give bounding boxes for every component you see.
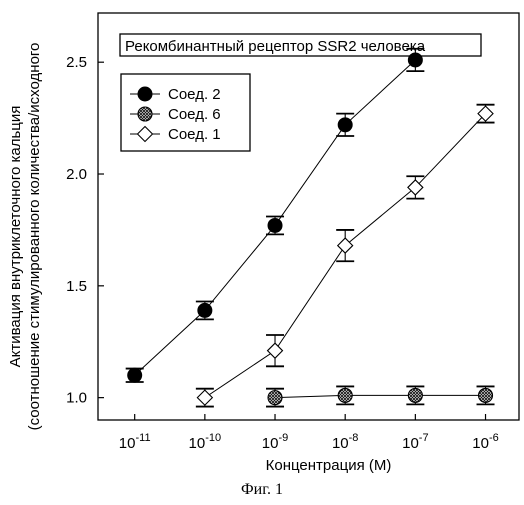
data-point-0-2: [268, 218, 282, 232]
data-point-2-2: [338, 238, 353, 253]
legend-label-0: Соед. 2: [168, 86, 221, 103]
x-tick-base-3: 10: [332, 435, 349, 452]
x-tick-label-2: 10-9: [262, 432, 288, 452]
x-tick-label-5: 10-6: [472, 432, 498, 452]
x-tick-exp-0: -11: [135, 432, 150, 444]
x-tick-base-1: 10: [189, 435, 206, 452]
x-tick-label-4: 10-7: [402, 432, 428, 452]
data-point-1-0: [268, 391, 282, 405]
x-tick-exp-2: -9: [278, 432, 288, 444]
x-tick-exp-4: -7: [419, 432, 429, 444]
data-point-1-3: [479, 388, 493, 402]
data-point-2-1: [268, 343, 283, 358]
data-point-0-3: [338, 118, 352, 132]
y-axis-title-line2: (соотношение стимулированного количества…: [26, 43, 43, 431]
y-tick-label-2: 2.0: [66, 166, 87, 183]
x-tick-base-5: 10: [472, 435, 489, 452]
legend-label-2: Соед. 1: [168, 126, 221, 143]
x-tick-exp-5: -6: [489, 432, 499, 444]
x-tick-exp-1: -10: [205, 432, 221, 444]
x-tick-label-3: 10-8: [332, 432, 358, 452]
legend-marker-0: [138, 87, 152, 101]
data-point-2-0: [197, 390, 212, 405]
x-axis-title: Концентрация (М): [266, 457, 392, 474]
data-point-1-1: [338, 388, 352, 402]
y-tick-label-3: 2.5: [66, 54, 87, 71]
data-point-0-0: [128, 368, 142, 382]
x-tick-label-0: 10-11: [119, 432, 151, 452]
legend-marker-1: [138, 107, 152, 121]
y-axis-title-line1: Активация внутриклеточного кальция: [7, 106, 24, 368]
x-tick-base-0: 10: [119, 435, 136, 452]
figure-caption: Фиг. 1: [241, 481, 283, 498]
y-tick-label-0: 1.0: [66, 390, 87, 407]
data-point-0-1: [198, 303, 212, 317]
x-tick-exp-3: -8: [349, 432, 359, 444]
x-tick-base-4: 10: [402, 435, 419, 452]
legend-label-1: Соед. 6: [168, 106, 221, 123]
legend: Соед. 2 Соед. 6 Соед. 1: [121, 74, 250, 151]
x-tick-base-2: 10: [262, 435, 279, 452]
x-tick-label-1: 10-10: [189, 432, 222, 452]
data-point-0-4: [408, 53, 422, 67]
series-line-1: [275, 395, 486, 397]
data-point-1-2: [408, 388, 422, 402]
chart-title: Рекомбинантный рецептор SSR2 человека: [125, 38, 426, 55]
y-tick-label-1: 1.5: [66, 278, 87, 295]
